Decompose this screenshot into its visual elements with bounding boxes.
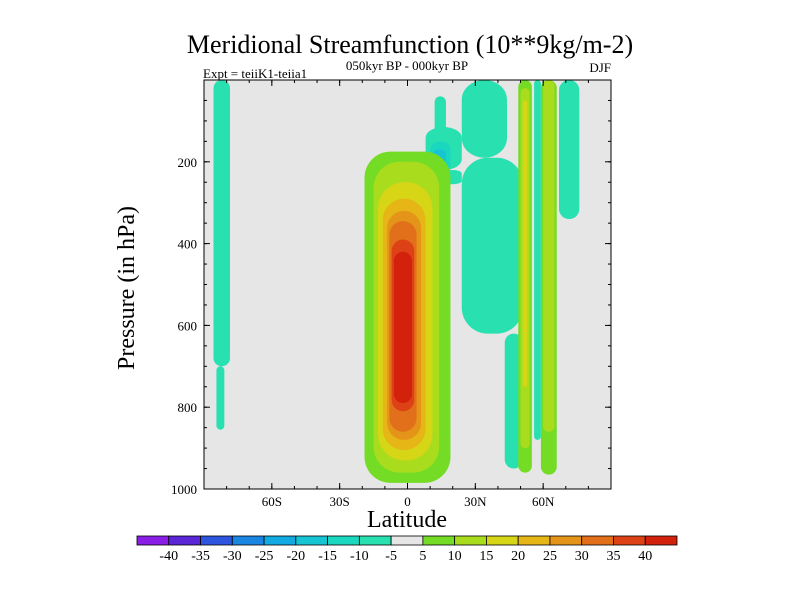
colorbar: -40 -35 -30 -25 -20 -15 -10 -5 5 10 15 20 25 30 35 40 — [136, 535, 678, 564]
colorbar-swatch — [263, 535, 297, 546]
colorbar-label: 30 — [575, 549, 589, 564]
colorbar-label: -30 — [223, 549, 242, 564]
colorbar-label: 15 — [479, 549, 493, 564]
y-tick-label: 1000 — [171, 482, 197, 497]
colorbar-label: -25 — [255, 549, 274, 564]
contour-cell — [522, 100, 528, 387]
colorbar-label: -35 — [191, 549, 210, 564]
colorbar-label: 10 — [448, 549, 462, 564]
y-tick-label: 600 — [178, 318, 198, 333]
contour-cell — [393, 251, 413, 404]
colorbar-swatch — [390, 535, 424, 546]
colorbar-label: -10 — [350, 549, 369, 564]
colorbar-label: 35 — [606, 549, 620, 564]
contour-cell — [461, 80, 507, 158]
experiment-label: Expt = teiiK1-teiia1 — [203, 66, 307, 81]
colorbar-swatch — [168, 535, 201, 546]
colorbar-swatches — [136, 535, 678, 546]
colorbar-swatch — [581, 535, 614, 546]
colorbar-label: 5 — [419, 549, 426, 564]
y-tick-label: 400 — [178, 237, 198, 252]
colorbar-swatch — [486, 535, 519, 546]
colorbar-swatch — [549, 535, 583, 546]
colorbar-label: 25 — [543, 549, 557, 564]
season-label: DJF — [589, 60, 611, 75]
period-label: 050kyr BP - 000kyr BP — [346, 58, 468, 73]
colorbar-swatch — [644, 535, 678, 546]
x-tick-label: 60N — [532, 494, 555, 509]
contour-cell — [434, 96, 446, 134]
contour-fills — [213, 80, 580, 483]
x-tick-label: 0 — [404, 494, 411, 509]
colorbar-label: -5 — [385, 549, 397, 564]
colorbar-labels: -40 -35 -30 -25 -20 -15 -10 -5 5 10 15 20 25 30 35 40 — [159, 549, 652, 564]
colorbar-label: 20 — [511, 549, 525, 564]
colorbar-swatch — [422, 535, 456, 546]
colorbar-label: -15 — [318, 549, 337, 564]
contour-cell — [534, 80, 541, 440]
colorbar-swatch — [200, 535, 233, 546]
colorbar-swatch — [358, 535, 392, 546]
colorbar-label: -40 — [159, 549, 178, 564]
colorbar-swatch — [454, 535, 487, 546]
colorbar-label: -20 — [286, 549, 305, 564]
colorbar-label: 40 — [638, 549, 652, 564]
chart-title: Meridional Streamfunction (10**9kg/m-2) — [187, 30, 633, 59]
colorbar-swatch — [295, 535, 328, 546]
x-axis-label: Latitude — [367, 507, 447, 533]
contour-cell — [558, 80, 580, 220]
colorbar-swatch — [613, 535, 646, 546]
colorbar-swatch — [327, 535, 360, 546]
y-axis: 200 400 600 800 1000 — [171, 155, 611, 497]
y-axis-label: Pressure (in hPa) — [114, 206, 140, 370]
minor-ticks — [203, 80, 612, 489]
contour-cell — [213, 80, 231, 367]
x-tick-label: 60S — [262, 494, 282, 509]
colorbar-swatch — [517, 535, 551, 546]
x-tick-label: 30N — [464, 494, 487, 509]
contour-cell — [461, 157, 523, 334]
contour-cell — [216, 366, 225, 430]
y-tick-label: 200 — [178, 155, 198, 170]
x-tick-label: 30S — [330, 494, 350, 509]
colorbar-swatch — [231, 535, 265, 546]
colorbar-swatch — [136, 535, 170, 546]
x-axis: 60S 30S 0 30N 60N — [262, 80, 555, 509]
contour-cell — [543, 80, 555, 432]
plot-area: 60S 30S 0 30N 60N 200 400 600 800 1000 — [171, 79, 612, 509]
y-tick-label: 800 — [178, 400, 198, 415]
